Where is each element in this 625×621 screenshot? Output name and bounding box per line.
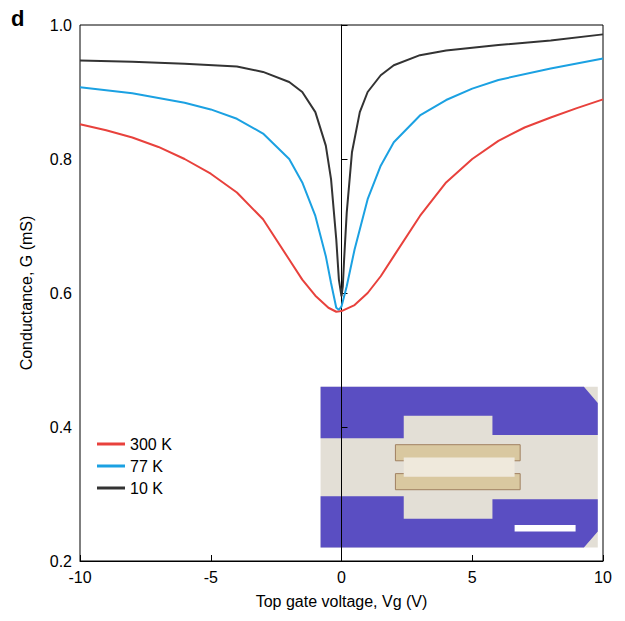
svg-text:0: 0 [337,569,346,586]
svg-text:d: d [11,6,24,31]
svg-text:77 K: 77 K [130,458,163,475]
svg-text:300 K: 300 K [130,436,172,453]
svg-text:Top gate voltage, Vg (V): Top gate voltage, Vg (V) [256,593,428,610]
svg-text:10 K: 10 K [130,480,163,497]
svg-text:0.4: 0.4 [50,419,72,436]
svg-text:-10: -10 [68,569,91,586]
svg-text:5: 5 [468,569,477,586]
svg-text:0.2: 0.2 [50,553,72,570]
svg-text:0.6: 0.6 [50,285,72,302]
svg-text:-5: -5 [204,569,218,586]
svg-text:10: 10 [594,569,612,586]
svg-text:0.8: 0.8 [50,151,72,168]
svg-text:Conductance, G (mS): Conductance, G (mS) [18,216,35,371]
svg-text:1.0: 1.0 [50,17,72,34]
